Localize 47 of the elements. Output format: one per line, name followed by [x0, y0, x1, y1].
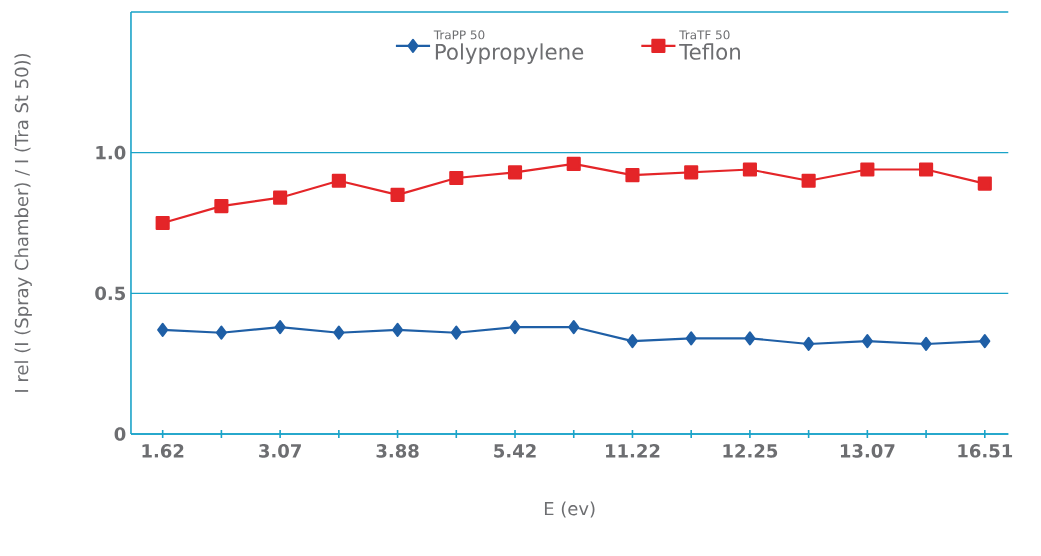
point	[860, 162, 875, 177]
point	[509, 320, 521, 335]
x-tick-label: 3.88	[376, 444, 419, 458]
point	[392, 322, 404, 337]
point	[450, 325, 462, 340]
x-axis-title: E (ev)	[544, 501, 595, 518]
legend-label: Polypropylene	[435, 43, 584, 64]
y-tick-label: 0	[114, 427, 126, 441]
point	[274, 320, 286, 335]
x-tick-label: 16.51	[958, 444, 1013, 458]
point	[801, 173, 816, 188]
legend-label: Teflon	[679, 43, 740, 60]
point	[861, 334, 873, 349]
point	[333, 325, 345, 340]
point	[449, 170, 464, 186]
point	[977, 176, 992, 191]
point	[214, 199, 229, 214]
point	[390, 187, 405, 202]
point	[273, 190, 288, 205]
point	[920, 336, 932, 352]
point	[331, 173, 346, 188]
x-tick-label: 12.25	[723, 444, 778, 458]
point	[744, 331, 756, 346]
x-tick-label: 1.62	[142, 444, 184, 458]
x-tick-label: 5.42	[494, 444, 536, 458]
y-axis-title: I rel (I (Spray Chamber) / I (Tra St 50))	[14, 53, 32, 392]
point	[155, 215, 170, 231]
x-tick-label: 13.07	[840, 444, 895, 458]
point	[507, 165, 523, 180]
y-tick-label: 1.0	[96, 145, 126, 160]
annotation: TraPP 50	[433, 30, 485, 40]
point	[742, 162, 757, 177]
point	[626, 334, 639, 349]
point	[684, 165, 699, 180]
y-tick-label: 0.5	[95, 286, 126, 301]
point	[919, 162, 934, 177]
annotation: TraTF 50	[679, 30, 730, 40]
point	[625, 168, 640, 183]
point	[566, 156, 581, 171]
point	[979, 334, 991, 349]
point	[685, 331, 697, 346]
point	[215, 325, 227, 340]
x-tick-label: 11.22	[606, 444, 660, 458]
point	[803, 336, 815, 352]
point	[157, 322, 169, 337]
x-tick-label: 3.07	[259, 444, 301, 458]
point	[568, 320, 580, 335]
